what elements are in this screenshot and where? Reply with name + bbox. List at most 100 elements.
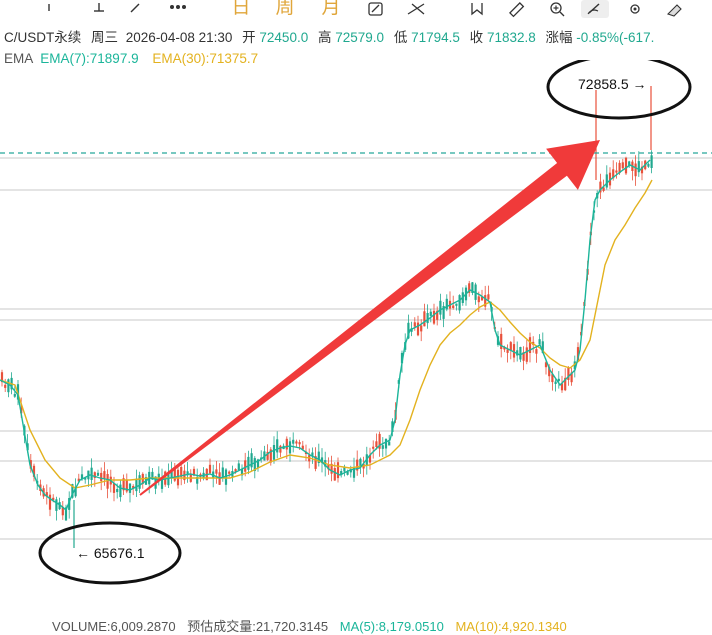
candle-body (388, 441, 391, 446)
candle-body (436, 310, 439, 320)
candle-body (445, 298, 448, 310)
candle-body (132, 486, 135, 489)
candle-body (416, 322, 420, 336)
volume-legend: VOLUME:6,009.2870 预估成交量:21,720.3145 MA(5… (52, 616, 567, 635)
candle-body (336, 462, 340, 479)
close-value: 71832.8 (486, 30, 536, 45)
candle-body (503, 347, 506, 350)
candlestick-chart[interactable] (0, 60, 712, 612)
candle-body (554, 381, 557, 384)
candle-body (548, 366, 551, 377)
candle-body (640, 166, 644, 174)
candle-body (602, 187, 605, 191)
candle-body (266, 451, 269, 460)
trend-line-icon[interactable] (42, 0, 64, 20)
candle-body (173, 468, 176, 481)
candle-body (80, 474, 84, 480)
candle-body (410, 328, 413, 332)
candle-body (186, 471, 189, 476)
volume-ma5: MA(5):8,179.0510 (339, 619, 444, 634)
candle-body (96, 472, 100, 476)
candle-body (356, 459, 359, 471)
ema7-line (0, 159, 651, 512)
candle-body (317, 451, 320, 463)
high-price-label: 72858.5 → (578, 76, 647, 92)
candle-body (125, 480, 128, 492)
candle-body (228, 471, 231, 474)
candle-body (84, 477, 87, 480)
candle-body (208, 464, 212, 474)
candle-body (55, 499, 58, 511)
candle-body (512, 344, 516, 358)
candle-body (151, 471, 154, 480)
candle-body (615, 170, 618, 173)
draw-active-icon[interactable] (581, 0, 609, 18)
candle-body (500, 333, 503, 349)
horizontal-line-icon[interactable] (88, 0, 110, 20)
candle-body (311, 452, 314, 457)
settings-icon[interactable] (624, 0, 646, 20)
candle-body (634, 163, 637, 177)
symbol-name[interactable]: C/USDT永续 (4, 30, 82, 45)
candle-body (100, 472, 103, 482)
trend-arrow (139, 140, 600, 496)
candle-body (320, 457, 324, 463)
candle-body (13, 394, 16, 397)
candle-body (349, 469, 352, 473)
ema30-line (0, 179, 653, 489)
ruler-icon[interactable] (506, 0, 528, 20)
candle-body (528, 337, 532, 353)
high-ellipse-marker (546, 60, 692, 120)
ray-icon[interactable] (124, 0, 146, 20)
note-icon[interactable] (364, 0, 388, 20)
candle-body (442, 306, 445, 319)
high-value: 72579.0 (335, 30, 385, 45)
period-month[interactable]: 月 (321, 0, 341, 18)
measure-icon[interactable] (404, 0, 430, 20)
candle-body (599, 181, 602, 193)
candle-body (509, 342, 512, 351)
candle-body (538, 339, 541, 345)
candle-body (413, 322, 416, 327)
candle-body (567, 367, 570, 380)
candle-body (74, 486, 77, 497)
candle-body (157, 473, 160, 481)
candle-body (573, 361, 576, 370)
candle-body (458, 295, 461, 311)
candle-body (432, 310, 436, 324)
candle-body (455, 303, 458, 306)
candle-body (352, 467, 356, 478)
candle-body (400, 352, 404, 364)
candle-body (244, 460, 247, 472)
ema30-value: EMA(30):71375.7 (152, 51, 259, 66)
candle-body (628, 161, 631, 167)
candle-body (391, 421, 394, 432)
candle-body (452, 305, 455, 308)
candle-body (29, 460, 32, 469)
candle-body (525, 347, 528, 362)
low-price-label: ← 65676.1 (76, 545, 145, 561)
candle-body (327, 464, 330, 470)
period-week[interactable]: 周 (275, 0, 295, 18)
period-day[interactable]: 日 (231, 0, 251, 18)
candle-body (372, 446, 375, 449)
candle-body (77, 478, 80, 482)
candle-body (439, 300, 442, 315)
zoom-icon[interactable] (546, 0, 568, 20)
candle-body (576, 347, 580, 361)
candle-body (45, 492, 48, 496)
candle-body (471, 282, 474, 293)
eraser-icon[interactable] (662, 0, 686, 20)
high-label: 高 (317, 30, 332, 45)
indicator-name[interactable]: EMA (4, 51, 33, 66)
bookmark-icon[interactable] (466, 0, 488, 20)
candle-body (7, 379, 10, 393)
candle-body (407, 322, 410, 339)
close-label: 收 (469, 30, 484, 45)
change-value: -0.85%(-617. (576, 30, 655, 45)
candle-body (423, 311, 426, 327)
candle-body (68, 498, 71, 510)
more-tools-icon[interactable] (166, 0, 190, 20)
candle-body (298, 442, 301, 445)
candle-body (564, 377, 567, 391)
